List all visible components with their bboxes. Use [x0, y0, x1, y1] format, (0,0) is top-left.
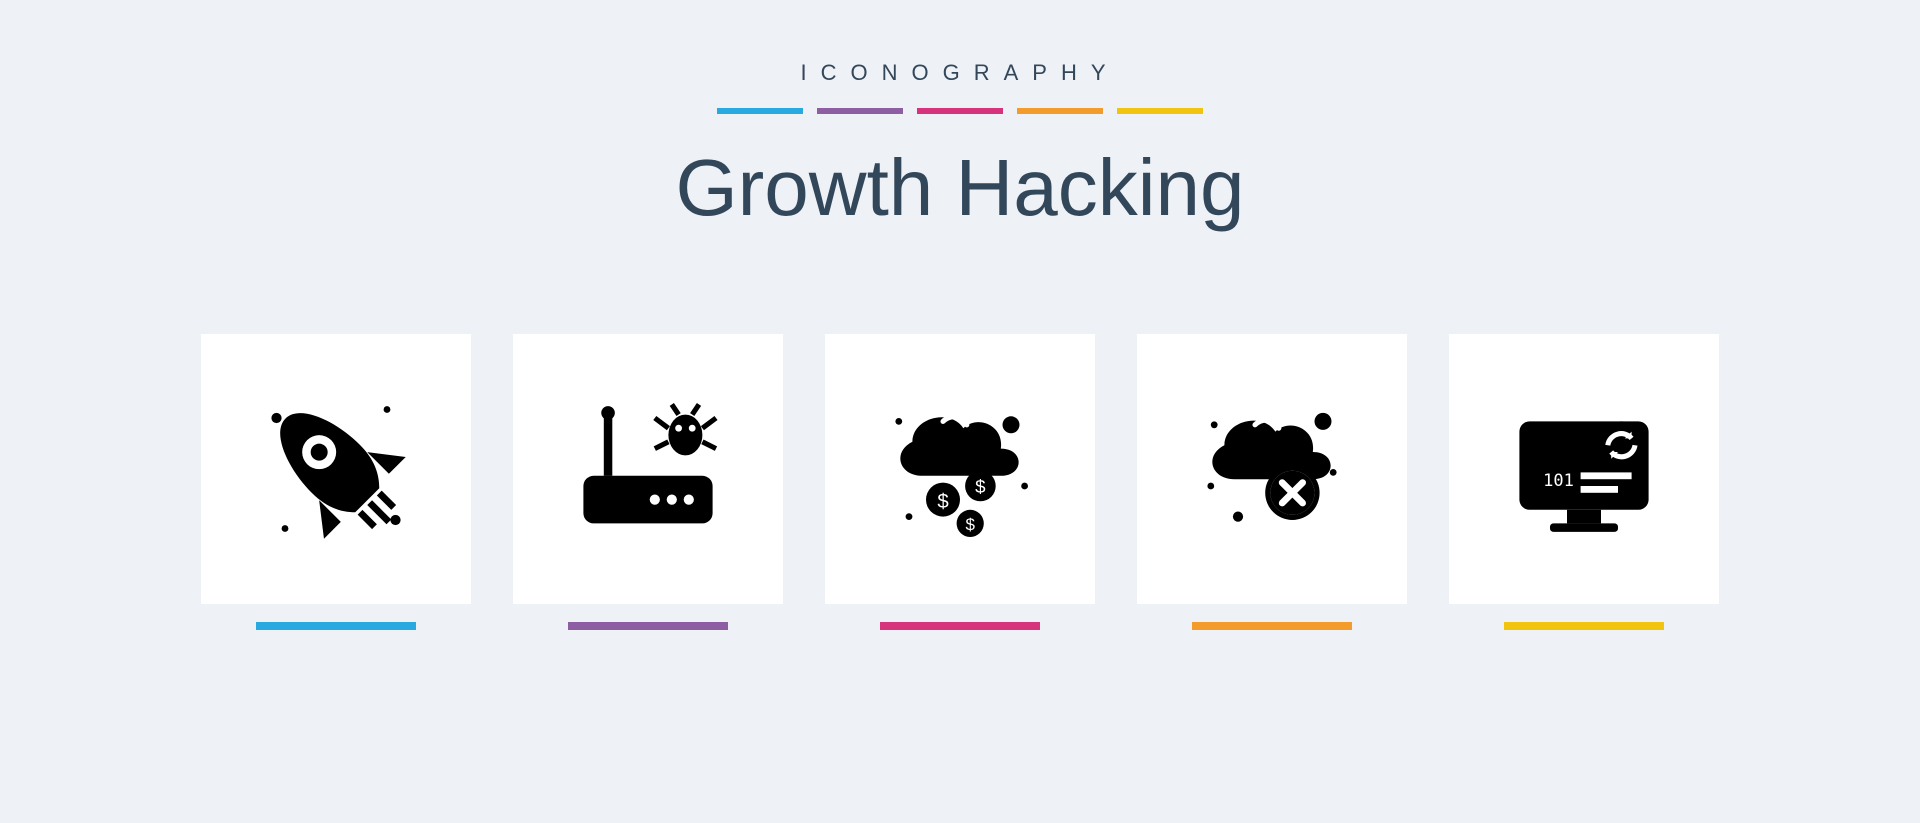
icon-tile	[1137, 334, 1407, 604]
icon-card-row: $ $ $	[0, 334, 1920, 630]
accent-bar	[817, 108, 903, 114]
icon-card	[201, 334, 471, 630]
icon-card	[1137, 334, 1407, 630]
monitor-sync-icon: 101	[1499, 384, 1669, 554]
card-underline	[1192, 622, 1352, 630]
page-title: Growth Hacking	[0, 142, 1920, 234]
card-underline	[880, 622, 1040, 630]
icon-tile: $ $ $	[825, 334, 1095, 604]
icon-tile	[201, 334, 471, 604]
accent-bar	[1117, 108, 1203, 114]
svg-text:101: 101	[1543, 471, 1574, 491]
svg-text:$: $	[965, 515, 975, 534]
svg-text:$: $	[937, 491, 949, 513]
icon-card: $ $ $	[825, 334, 1095, 630]
icon-tile: 101	[1449, 334, 1719, 604]
cloud-money-icon: $ $ $	[875, 384, 1045, 554]
header: ICONOGRAPHY Growth Hacking	[0, 0, 1920, 234]
cloud-cancel-icon	[1187, 384, 1357, 554]
eyebrow-text: ICONOGRAPHY	[0, 60, 1920, 86]
icon-card: 101	[1449, 334, 1719, 630]
icon-tile	[513, 334, 783, 604]
accent-bar	[1017, 108, 1103, 114]
card-underline	[1504, 622, 1664, 630]
accent-bar	[717, 108, 803, 114]
card-underline	[568, 622, 728, 630]
svg-text:$: $	[975, 476, 986, 497]
icon-card	[513, 334, 783, 630]
rocket-icon	[251, 384, 421, 554]
accent-bar-row	[0, 108, 1920, 114]
router-bug-icon	[563, 384, 733, 554]
card-underline	[256, 622, 416, 630]
accent-bar	[917, 108, 1003, 114]
